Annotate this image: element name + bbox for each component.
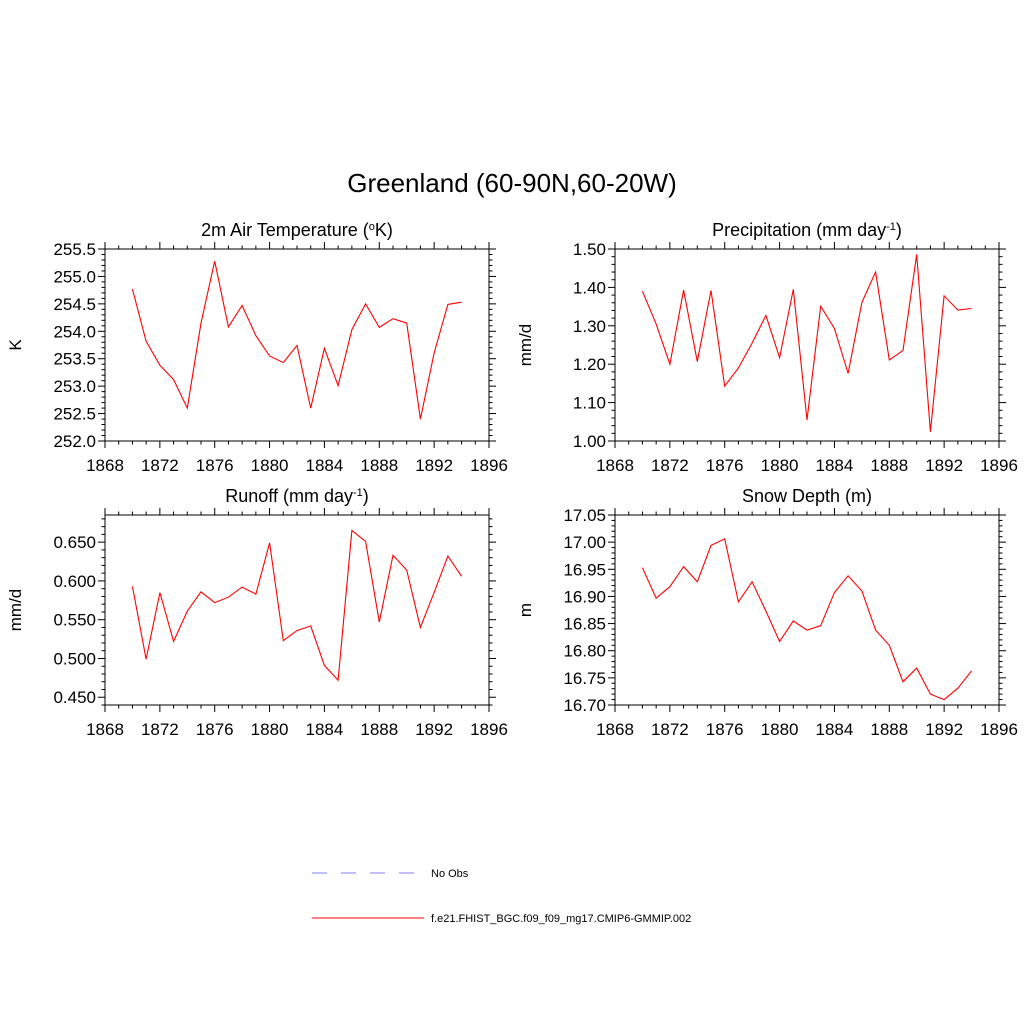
panel-air-temperature: 1868 1872 1876 1880 1884 1888 1892 1896 252.0 252… [6, 220, 508, 475]
runoff-x-tick-label: 1868 [86, 720, 124, 739]
snow-depth-y-axis-label: m [516, 603, 535, 617]
runoff-y-tick-label: 0.600 [53, 572, 96, 591]
runoff-x-tick-label: 1872 [141, 720, 179, 739]
snow-depth-x-tick-label: 1880 [761, 720, 799, 739]
air-temperature-panel-title: 2m Air Temperature (oK) [201, 220, 393, 240]
runoff-x-tick-label: 1896 [470, 720, 508, 739]
precipitation-y-tick-label: 1.50 [573, 240, 606, 259]
air-temperature-y-tick-label: 255.0 [53, 267, 96, 286]
runoff-x-tick-label: 1884 [306, 720, 344, 739]
snow-depth-y-tick-label: 16.80 [563, 642, 606, 661]
snow-depth-x-tick-label: 1884 [816, 720, 854, 739]
figure-title: Greenland (60-90N,60-20W) [347, 168, 677, 198]
runoff-y-tick-label: 0.500 [53, 649, 96, 668]
air-temperature-x-tick-label: 1876 [196, 456, 234, 475]
air-temperature-x-tick-label: 1880 [251, 456, 289, 475]
snow-depth-y-tick-label: 17.05 [563, 506, 606, 525]
snow-depth-x-tick-label: 1896 [980, 720, 1018, 739]
runoff-x-tick-label: 1888 [360, 720, 398, 739]
air-temperature-y-tick-label: 252.5 [53, 405, 96, 424]
snow-depth-y-tick-label: 16.85 [563, 615, 606, 634]
air-temperature-y-tick-label: 253.5 [53, 350, 96, 369]
runoff-series-line [131, 529, 463, 682]
panel-snow-depth: 1868 1872 1876 1880 1884 1888 1892 1896 16.70 16.… [516, 486, 1018, 739]
runoff-y-axis-label: mm/d [6, 589, 25, 632]
precipitation-series-line [641, 254, 972, 432]
air-temperature-x-tick-label: 1888 [360, 456, 398, 475]
runoff-x-tick-label: 1876 [196, 720, 234, 739]
snow-depth-y-tick-label: 16.90 [563, 587, 606, 606]
precipitation-y-tick-label: 1.10 [573, 394, 606, 413]
precipitation-x-tick-label: 1880 [761, 456, 799, 475]
air-temperature-y-tick-label: 255.5 [53, 240, 96, 259]
air-temperature-series-line [131, 260, 462, 420]
precipitation-x-tick-label: 1872 [651, 456, 689, 475]
snow-depth-series-line [641, 538, 973, 701]
snow-depth-y-tick-label: 17.00 [563, 533, 606, 552]
runoff-y-tick-label: 0.650 [53, 533, 96, 552]
precipitation-x-tick-label: 1896 [980, 456, 1018, 475]
panel-runoff: 1868 1872 1876 1880 1884 1888 1892 1896 0.450 0.5… [6, 486, 508, 739]
air-temperature-x-tick-label: 1884 [306, 456, 344, 475]
legend-label-no-obs: No Obs [431, 868, 469, 880]
air-temperature-y-tick-label: 254.5 [53, 295, 96, 314]
precipitation-x-tick-label: 1884 [816, 456, 854, 475]
air-temperature-y-tick-label: 253.0 [53, 377, 96, 396]
precipitation-x-tick-label: 1888 [870, 456, 908, 475]
air-temperature-x-tick-label: 1872 [141, 456, 179, 475]
snow-depth-y-tick-label: 16.70 [563, 696, 606, 715]
air-temperature-y-tick-label: 254.0 [53, 322, 96, 341]
runoff-plot-frame [104, 514, 490, 706]
snow-depth-y-tick-label: 16.95 [563, 560, 606, 579]
air-temperature-x-tick-label: 1896 [470, 456, 508, 475]
snow-depth-x-tick-label: 1872 [651, 720, 689, 739]
air-temperature-x-tick-label: 1892 [415, 456, 453, 475]
precipitation-plot-frame [614, 248, 1000, 442]
legend: No Obs f.e21.FHIST_BGC.f09_f09_mg17.CMIP… [312, 868, 691, 925]
legend-label-model: f.e21.FHIST_BGC.f09_f09_mg17.CMIP6-GMMIP… [431, 913, 691, 925]
panel-precipitation: 1868 1872 1876 1880 1884 1888 1892 1896 1.00 1.10… [516, 220, 1018, 475]
snow-depth-x-tick-label: 1876 [706, 720, 744, 739]
snow-depth-x-tick-label: 1888 [870, 720, 908, 739]
precipitation-panel-title: Precipitation (mm day-1) [712, 220, 902, 240]
snow-depth-y-tick-label: 16.75 [563, 669, 606, 688]
snow-depth-plot-frame [614, 514, 1000, 706]
air-temperature-x-tick-label: 1868 [86, 456, 124, 475]
precipitation-y-tick-label: 1.00 [573, 432, 606, 451]
precipitation-x-tick-label: 1868 [596, 456, 634, 475]
snow-depth-x-tick-label: 1892 [925, 720, 963, 739]
runoff-y-tick-label: 0.450 [53, 688, 96, 707]
precipitation-y-axis-label: mm/d [516, 324, 535, 367]
precipitation-y-tick-label: 1.20 [573, 355, 606, 374]
precipitation-y-tick-label: 1.40 [573, 278, 606, 297]
precipitation-y-tick-label: 1.30 [573, 317, 606, 336]
air-temperature-y-tick-label: 252.0 [53, 432, 96, 451]
runoff-panel-title: Runoff (mm day-1) [225, 486, 369, 506]
precipitation-x-tick-label: 1876 [706, 456, 744, 475]
runoff-y-tick-label: 0.550 [53, 611, 96, 630]
snow-depth-panel-title: Snow Depth (m) [742, 486, 872, 506]
precipitation-x-tick-label: 1892 [925, 456, 963, 475]
runoff-x-tick-label: 1892 [415, 720, 453, 739]
runoff-x-tick-label: 1880 [251, 720, 289, 739]
snow-depth-x-tick-label: 1868 [596, 720, 634, 739]
air-temperature-y-axis-label: K [6, 339, 25, 351]
